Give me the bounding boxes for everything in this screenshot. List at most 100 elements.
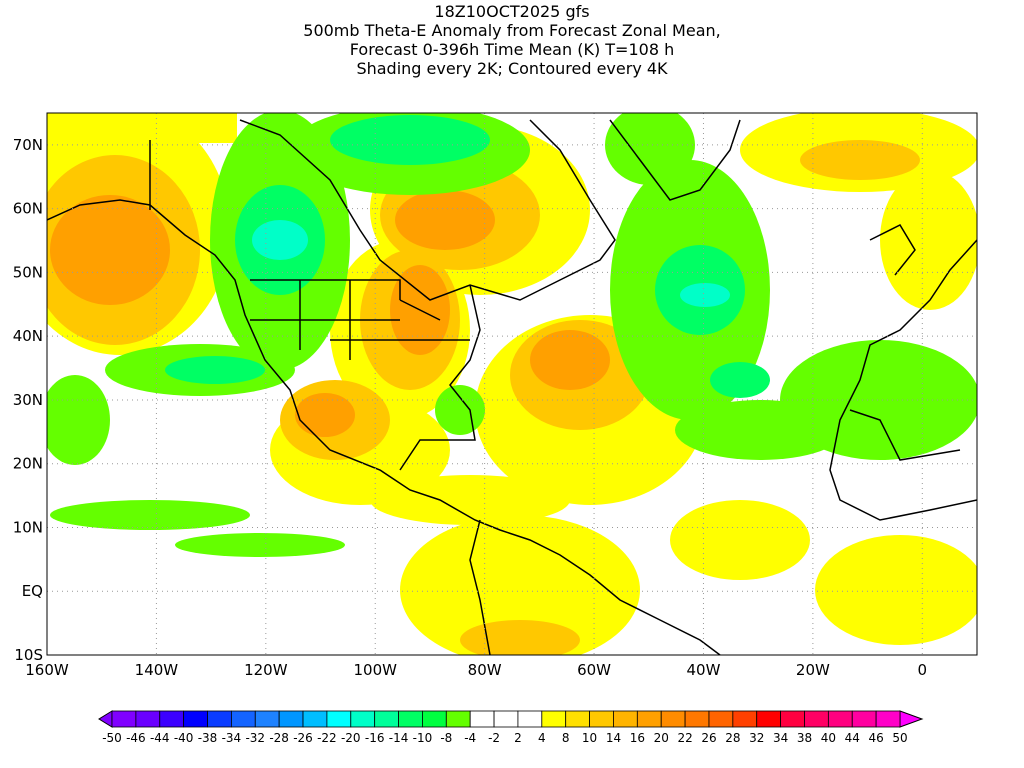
colorbar-under-arrow [98,710,113,728]
colorbar-swatch [636,710,662,728]
colorbar-swatch [207,710,232,728]
lat-axis: 70N 60N 50N 40N 30N 20N 10N EQ 10S [13,136,43,664]
colorbar-swatch [589,710,614,728]
colorbar-swatch [469,710,495,728]
colorbar-label: 2 [514,731,522,745]
colorbar-swatch [517,710,543,728]
colorbar-label: 44 [845,731,860,745]
colorbar-label: 50 [892,731,907,745]
lat-tick-label: 20N [13,455,43,473]
shading-layer [47,113,977,655]
colorbar-swatch [326,710,352,728]
colorbar-label: -46 [126,731,146,745]
colorbar-label: -50 [102,731,122,745]
colorbar-label: -44 [150,731,170,745]
colorbar-swatch [660,710,686,728]
colorbar-swatch [230,710,256,728]
colorbar-label: 16 [630,731,645,745]
lon-axis: 160W 140W 120W 100W 80W 60W 40W 20W 0 [25,661,927,679]
colorbar-swatch [875,710,901,728]
colorbar-swatch [374,710,399,728]
lat-tick-label: EQ [22,582,43,600]
colorbar-label: -4 [464,731,476,745]
colorbar-label: 32 [749,731,764,745]
colorbar-swatch [350,710,376,728]
lat-tick-label: 60N [13,200,43,218]
colorbar-swatch [159,710,185,728]
coastlines [47,119,977,655]
colorbar-label: -32 [245,731,265,745]
lon-tick-label: 100W [354,661,398,679]
lat-tick-label: 10S [14,646,43,664]
lat-tick-label: 70N [13,136,43,154]
title-line-2: 500mb Theta-E Anomaly from Forecast Zona… [303,21,721,40]
colorbar-label: -40 [174,731,194,745]
colorbar-swatch [111,710,137,728]
lat-tick-label: 10N [13,518,43,536]
colorbar-label: -26 [293,731,313,745]
colorbar-swatch [135,710,161,728]
colorbar-label: -28 [269,731,289,745]
colorbar-label: 14 [606,731,621,745]
colorbar-swatch [565,710,590,728]
colorbar-label: 22 [677,731,692,745]
colorbar-swatch [613,710,638,728]
colorbar-label: -14 [389,731,409,745]
colorbar-swatch [708,710,734,728]
colorbar-label: 10 [582,731,597,745]
colorbar-swatch [254,710,280,728]
lon-tick-label: 60W [577,661,611,679]
colorbar-label: 46 [868,731,883,745]
title-line-3: Forecast 0-396h Time Mean (K) T=108 h [349,40,675,59]
lat-tick-label: 50N [13,263,43,281]
colorbar-swatch [756,710,782,728]
colorbar-label: 4 [538,731,546,745]
colorbar-swatch [780,710,805,728]
lon-tick-label: 80W [468,661,502,679]
lon-tick-label: 120W [244,661,288,679]
colorbar-label: -20 [341,731,361,745]
plot-frame [46,112,978,656]
colorbar-label: -10 [413,731,433,745]
colorbar-label: -38 [198,731,218,745]
colorbar-swatch [493,710,519,728]
colorbar-label: 28 [725,731,740,745]
colorbar-swatch [804,710,829,728]
anomaly-neg-16-20 [252,220,730,307]
colorbar-label: 38 [797,731,812,745]
colorbar-label: -34 [222,731,242,745]
lon-tick-label: 40W [687,661,721,679]
colorbar-over-arrow [899,710,924,728]
colorbar-label: 34 [773,731,788,745]
colorbar-label: -2 [488,731,500,745]
anomaly-16-20 [50,190,610,437]
colorbar-swatch [541,710,567,728]
colorbar-swatch [422,710,447,728]
colorbar-label: 8 [562,731,570,745]
colorbar-label: -8 [440,731,452,745]
lon-tick-label: 0 [918,661,928,679]
colorbar-swatch [398,710,423,728]
colorbar-swatch [827,710,853,728]
colorbar-swatch [732,710,758,728]
lat-tick-label: 40N [13,327,43,345]
colorbar: -50 -46 -44 -40 -38 -34 -32 -28 -26 -22 -20 -16 -14-… [98,710,924,745]
lon-tick-label: 160W [25,661,69,679]
colorbar-swatch [851,710,877,728]
colorbar-swatch [183,710,208,728]
colorbar-swatch [445,710,471,728]
title-line-1: 18Z10OCT2025 gfs [434,2,590,21]
lon-tick-label: 20W [796,661,830,679]
colorbar-label: 20 [654,731,669,745]
lon-tick-label: 140W [135,661,179,679]
colorbar-swatch [302,710,328,728]
colorbar-label: 40 [821,731,836,745]
colorbar-label: -16 [365,731,385,745]
colorbar-label: 26 [701,731,716,745]
title-line-4: Shading every 2K; Contoured every 4K [356,59,668,78]
colorbar-label: -22 [317,731,337,745]
plot-title: 18Z10OCT2025 gfs 500mb Theta-E Anomaly f… [0,2,1024,78]
lat-tick-label: 30N [13,391,43,409]
colorbar-swatch [278,710,304,728]
